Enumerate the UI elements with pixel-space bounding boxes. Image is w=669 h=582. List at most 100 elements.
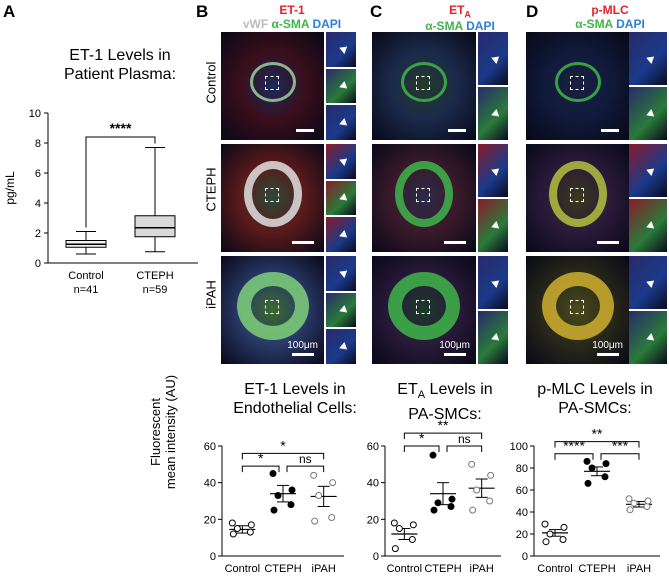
vessel-ring-b-0 bbox=[249, 62, 296, 102]
shared-ylabel-line2: mean intensity (AU) bbox=[163, 374, 178, 490]
chart-b-sig-label-0: * bbox=[280, 437, 286, 453]
chart-d-point-2-0 bbox=[626, 506, 634, 514]
inset-c-0-1 bbox=[478, 87, 508, 140]
inset-b-0-0 bbox=[326, 32, 356, 67]
micrograph-d-1 bbox=[526, 144, 629, 252]
arrowhead-d-2-0 bbox=[644, 277, 655, 288]
arrowhead-d-2-1 bbox=[644, 332, 655, 343]
vessel-ring-d-1 bbox=[548, 161, 607, 227]
chart-d-ytick-label-3: 60 bbox=[516, 485, 528, 497]
chart-c-sig-label-2: ns bbox=[458, 432, 471, 446]
stain-et1: ET-1 bbox=[279, 3, 305, 17]
chart-a-ytick-label-3: 6 bbox=[35, 168, 41, 180]
panel-b-title-line1: ET-1 Levels in bbox=[244, 381, 346, 398]
inset-b-2-1 bbox=[326, 292, 356, 328]
micrograph-c-0 bbox=[372, 32, 476, 140]
panel-c-title-et: ET bbox=[397, 381, 418, 398]
panel-d-label: D bbox=[526, 2, 539, 21]
inset-d-2-0 bbox=[629, 256, 667, 309]
arrowhead-d-1-1 bbox=[644, 220, 655, 231]
chart-b-ytick-label-2: 40 bbox=[204, 478, 216, 490]
roi-box-d-1 bbox=[569, 188, 584, 202]
inset-c-2-1 bbox=[478, 311, 508, 364]
inset-b-2-0 bbox=[326, 256, 356, 291]
chart-d-point-1-2 bbox=[588, 464, 596, 472]
chart-a-n-label-0: n=41 bbox=[74, 284, 99, 296]
vessel-ring-b-1 bbox=[243, 161, 302, 227]
inset-d-1-0 bbox=[629, 144, 667, 197]
panel-a-title-line2: Patient Plasma: bbox=[63, 66, 177, 83]
panel-b-label: B bbox=[196, 2, 209, 21]
stain-asma-b: α-SMA bbox=[271, 17, 310, 31]
chart-c-point-1-2 bbox=[434, 499, 442, 507]
scale-bar-c-1 bbox=[444, 241, 466, 244]
scale-text-b: 100μm bbox=[287, 340, 318, 351]
arrowhead-b-0-1 bbox=[337, 81, 348, 91]
chart-c-sig-bracket-1 bbox=[403, 445, 440, 452]
panel-d-stain-header: p-MLC α-SMA DAPI bbox=[545, 3, 669, 31]
arrowhead-c-0-1 bbox=[489, 108, 500, 119]
inset-b-1-1 bbox=[326, 180, 356, 216]
stain-dapi-d: DAPI bbox=[616, 17, 645, 31]
arrowhead-b-1-0 bbox=[337, 156, 348, 167]
chart-b-point-0-1 bbox=[246, 528, 254, 536]
roi-box-c-1 bbox=[416, 188, 430, 202]
chart-a-ytick-label-4: 8 bbox=[35, 138, 41, 150]
chart-d-point-1-0 bbox=[584, 479, 592, 487]
panel-c-stain-header: ETA α-SMA DAPI bbox=[390, 3, 530, 33]
arrowhead-b-2-1 bbox=[337, 305, 348, 315]
arrowhead-d-0-0 bbox=[644, 53, 655, 64]
chart-a-ytick-label-5: 10 bbox=[29, 108, 41, 120]
chart-c-point-1-4 bbox=[429, 451, 437, 459]
scale-bar-c-0 bbox=[448, 129, 466, 132]
chart-c-point-2-0 bbox=[469, 506, 477, 514]
panel-d-title-line1: p-MLC Levels in bbox=[537, 381, 653, 398]
chart-c-category-1: CTEPH bbox=[424, 563, 461, 575]
chart-b-category-1: CTEPH bbox=[264, 563, 301, 575]
arrowhead-b-0-2 bbox=[337, 117, 348, 128]
stain-asma-c: α-SMA bbox=[425, 19, 463, 34]
chart-a-sig-bracket-0 bbox=[85, 136, 156, 228]
shared-ylabel-line1: Fluorescent bbox=[148, 398, 163, 466]
micrograph-d-0 bbox=[526, 32, 629, 140]
roi-box-c-0 bbox=[416, 76, 430, 90]
inset-d-0-1 bbox=[629, 87, 667, 140]
chart-d-point-0-4 bbox=[541, 520, 549, 528]
chart-c-point-0-2 bbox=[395, 525, 403, 532]
vessel-ring-d-0 bbox=[554, 62, 601, 102]
inset-d-1-1 bbox=[629, 199, 667, 252]
chart-a-category-0: Control bbox=[68, 270, 103, 282]
arrowhead-c-2-1 bbox=[489, 332, 500, 343]
arrowhead-d-1-0 bbox=[644, 165, 655, 176]
chart-b-point-2-2 bbox=[315, 492, 323, 499]
chart-d-point-1-4 bbox=[583, 457, 591, 465]
chart-b-point-0-4 bbox=[228, 519, 236, 527]
chart-a: 0 2 4 6 8 10 pg/mL Control n=41 CTEPH n=59 **** bbox=[3, 108, 198, 296]
chart-d-point-0-3 bbox=[560, 523, 568, 531]
inset-b-0-1 bbox=[326, 68, 356, 104]
chart-b-sig-bracket-0 bbox=[241, 452, 325, 460]
chart-c-ytick-label-0: 0 bbox=[373, 551, 379, 563]
chart-b-point-2-0 bbox=[311, 517, 319, 525]
micrograph-c-1 bbox=[372, 144, 476, 252]
row-label-cteph: CTEPH bbox=[203, 167, 219, 212]
panel-d-title: p-MLC Levels in PA-SMCs: bbox=[525, 380, 665, 418]
chart-d-point-0-2 bbox=[546, 530, 554, 538]
chart-c-point-1-0 bbox=[430, 506, 438, 514]
chart-b-category-2: iPAH bbox=[312, 563, 336, 575]
chart-b-sig-label-2: ns bbox=[299, 452, 312, 466]
panel-c-title: ETA Levels in PA-SMCs: bbox=[375, 380, 515, 424]
roi-box-b-1 bbox=[264, 188, 279, 202]
chart-c-ytick-label-2: 40 bbox=[367, 478, 379, 490]
arrowhead-c-0-0 bbox=[489, 53, 500, 64]
scale-bar-d-2 bbox=[597, 353, 619, 356]
chart-c-sig-label-0: ** bbox=[438, 420, 449, 433]
micrograph-c-2: 100μm bbox=[372, 256, 476, 364]
chart-b-point-2-1 bbox=[328, 514, 336, 521]
stain-dapi-b: DAPI bbox=[312, 17, 342, 31]
scale-bar-b-0 bbox=[296, 129, 314, 132]
chart-b-sig-label-1: * bbox=[258, 450, 264, 466]
scale-text-d: 100μm bbox=[592, 340, 623, 351]
roi-box-d-0 bbox=[569, 76, 584, 90]
chart-d-ytick-label-5: 100 bbox=[510, 441, 528, 453]
